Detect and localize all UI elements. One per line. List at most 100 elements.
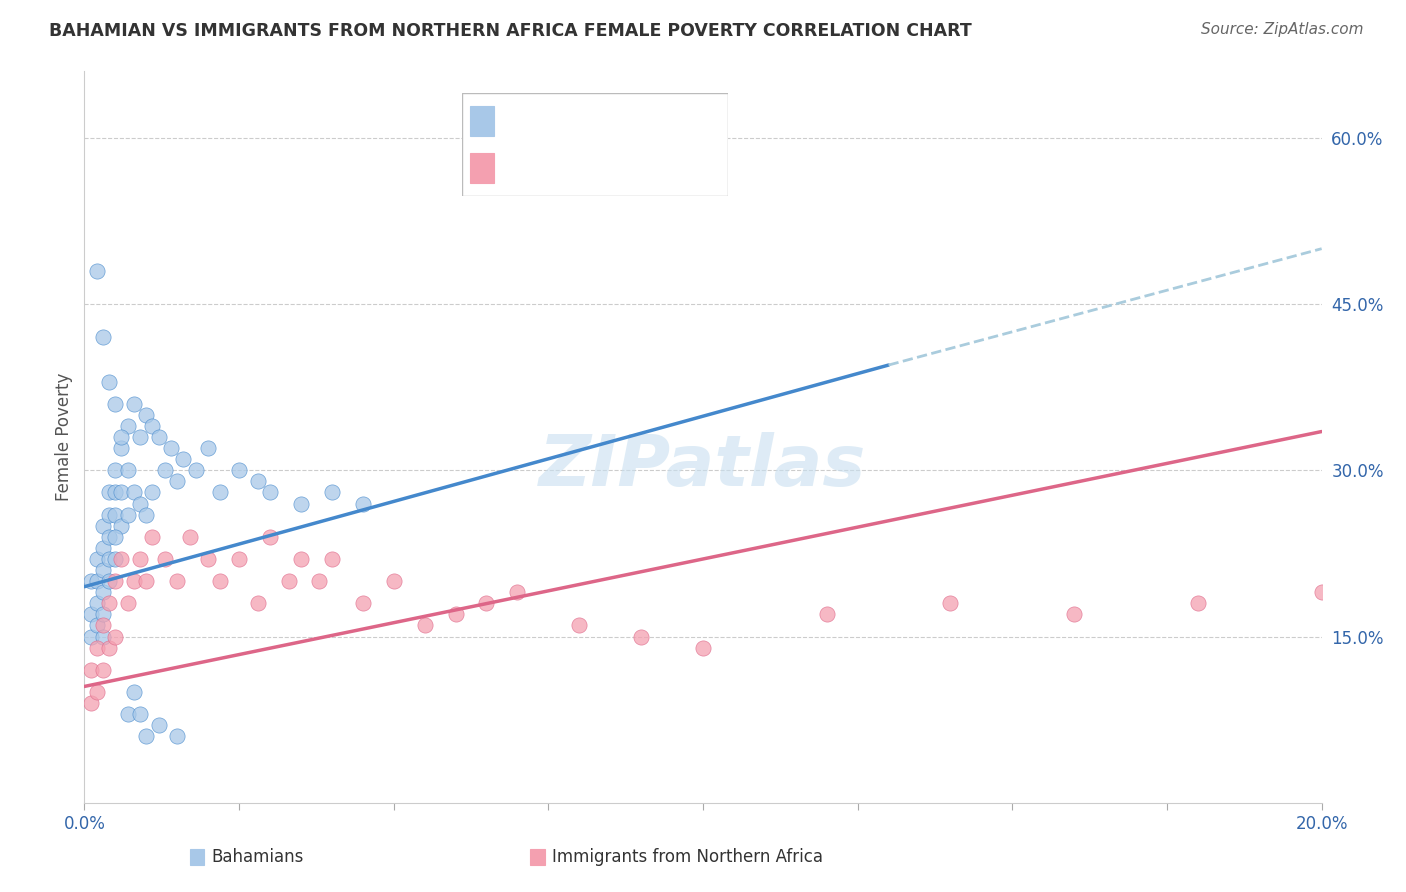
Point (110, 552, 132, 566)
Point (98, 508, 121, 522)
Point (86, 685, 108, 699)
Point (110, 485, 132, 500)
Point (692, 640, 714, 655)
Bar (530, 849, 544, 865)
Point (141, 419, 163, 434)
Text: Immigrants from Northern Africa: Immigrants from Northern Africa (553, 848, 823, 866)
Point (246, 475, 269, 489)
Point (91, 663, 114, 677)
Point (117, 463, 139, 477)
Point (135, 729, 157, 743)
Point (382, 574, 405, 589)
Point (104, 574, 127, 589)
Point (104, 508, 127, 522)
Point (104, 630, 127, 644)
Point (153, 463, 176, 477)
Point (104, 530, 127, 544)
Point (104, 397, 127, 411)
Point (98, 596, 121, 610)
Point (259, 530, 281, 544)
Point (153, 552, 176, 566)
Point (117, 596, 139, 610)
Point (228, 463, 250, 477)
Point (444, 607, 467, 622)
Point (122, 485, 145, 500)
Point (148, 718, 170, 732)
Point (184, 463, 207, 477)
Point (117, 508, 139, 522)
Point (197, 552, 219, 566)
Point (1187, 596, 1209, 610)
Point (277, 574, 299, 589)
Point (141, 485, 163, 500)
Point (135, 574, 157, 589)
Text: Bahamians: Bahamians (212, 848, 304, 866)
Point (129, 497, 152, 511)
Point (117, 707, 139, 722)
Point (79, 607, 101, 622)
Point (98, 530, 121, 544)
Point (568, 618, 591, 632)
Point (122, 685, 145, 699)
Text: BAHAMIAN VS IMMIGRANTS FROM NORTHERN AFRICA FEMALE POVERTY CORRELATION CHART: BAHAMIAN VS IMMIGRANTS FROM NORTHERN AFR… (49, 22, 972, 40)
Point (91, 618, 114, 632)
Point (79, 663, 101, 677)
Point (110, 430, 132, 444)
Point (352, 497, 374, 511)
Point (122, 574, 145, 589)
Point (290, 497, 312, 511)
Point (1310, 585, 1333, 599)
Y-axis label: Female Poverty: Female Poverty (55, 373, 73, 501)
Point (79, 574, 101, 589)
Point (110, 441, 132, 455)
Point (98, 574, 121, 589)
Point (104, 485, 127, 500)
Point (209, 574, 232, 589)
Point (166, 729, 188, 743)
Point (321, 552, 343, 566)
Bar (190, 849, 204, 865)
Point (91, 518, 114, 533)
Point (129, 430, 152, 444)
Point (79, 630, 101, 644)
Point (308, 574, 330, 589)
Text: ZIPatlas: ZIPatlas (540, 432, 866, 500)
Point (209, 485, 232, 500)
Point (259, 485, 281, 500)
Point (117, 419, 139, 434)
Point (91, 563, 114, 577)
Point (160, 441, 183, 455)
Point (91, 630, 114, 644)
Point (91, 541, 114, 555)
Point (98, 552, 121, 566)
Point (475, 596, 498, 610)
Point (135, 408, 157, 422)
Point (86, 552, 108, 566)
Point (172, 452, 194, 467)
Point (179, 530, 201, 544)
Point (506, 585, 529, 599)
Point (352, 596, 374, 610)
Point (104, 463, 127, 477)
Point (98, 375, 121, 389)
Point (321, 485, 343, 500)
Point (290, 552, 312, 566)
Point (86, 264, 108, 278)
Point (148, 430, 170, 444)
Point (166, 574, 188, 589)
Point (91, 607, 114, 622)
Point (1063, 607, 1085, 622)
Point (98, 485, 121, 500)
Point (166, 475, 188, 489)
Text: Source: ZipAtlas.com: Source: ZipAtlas.com (1201, 22, 1364, 37)
Point (86, 596, 108, 610)
Point (122, 397, 145, 411)
Point (129, 552, 152, 566)
Point (135, 508, 157, 522)
Point (91, 585, 114, 599)
Point (98, 640, 121, 655)
Point (246, 596, 269, 610)
Point (86, 618, 108, 632)
Point (197, 441, 219, 455)
Point (79, 696, 101, 710)
